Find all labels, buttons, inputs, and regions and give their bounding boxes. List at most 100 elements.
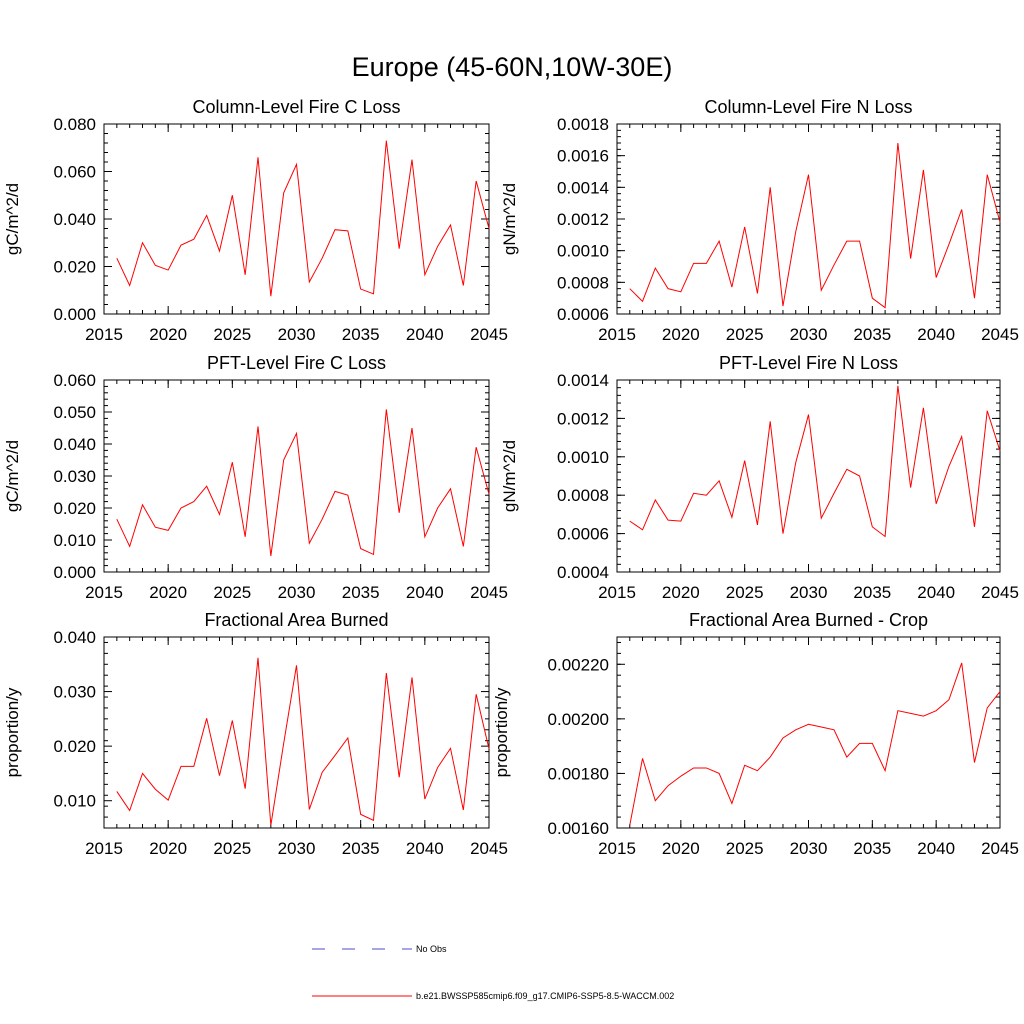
x-tick-label: 2030 <box>790 583 828 602</box>
y-tick-label: 0.0004 <box>557 563 609 582</box>
y-tick-label: 0.0006 <box>557 525 609 544</box>
plot-frame <box>616 636 1001 829</box>
legend: No Obs b.e21.BWSSP585cmip6.f09_g17.CMIP6… <box>312 944 674 1001</box>
plot-frame <box>103 123 490 315</box>
y-tick-label: 0.0012 <box>557 210 609 229</box>
plot-frame <box>616 379 1001 573</box>
y-tick-label: 0.0008 <box>557 273 609 292</box>
series-line <box>116 409 490 557</box>
x-tick-label: 2035 <box>342 583 380 602</box>
x-tick-label: 2040 <box>406 583 444 602</box>
y-tick-label: 0.0010 <box>557 242 609 261</box>
x-tick-label: 2025 <box>726 325 764 344</box>
x-tick-label: 2040 <box>917 839 955 858</box>
x-tick-label: 2045 <box>981 839 1019 858</box>
y-axis-label: proportion/y <box>3 687 22 777</box>
series-line <box>629 142 1001 309</box>
x-tick-label: 2030 <box>790 839 828 858</box>
y-tick-label: 0.00180 <box>548 764 609 783</box>
y-axis-label: gN/m^2/d <box>500 440 519 512</box>
x-tick-label: 2030 <box>278 325 316 344</box>
x-tick-label: 2015 <box>598 583 636 602</box>
x-tick-label: 2015 <box>85 583 123 602</box>
x-tick-label: 2025 <box>213 839 251 858</box>
x-tick-label: 2045 <box>981 325 1019 344</box>
x-tick-label: 2045 <box>470 325 508 344</box>
panel-title: Fractional Area Burned <box>204 610 388 630</box>
series-line <box>116 657 490 826</box>
series-line <box>116 140 490 297</box>
y-tick-label: 0.000 <box>53 563 96 582</box>
x-tick-label: 2015 <box>598 325 636 344</box>
y-tick-label: 0.0006 <box>557 305 609 324</box>
panel-3: PFT-Level Fire C Loss 0.000 0.010 0.020 0.03… <box>3 353 508 602</box>
x-tick-label: 2025 <box>213 583 251 602</box>
x-tick-label: 2045 <box>470 583 508 602</box>
y-tick-label: 0.080 <box>53 115 96 134</box>
series-line <box>629 662 1001 826</box>
y-tick-label: 0.020 <box>53 737 96 756</box>
y-tick-label: 0.0012 <box>557 409 609 428</box>
panels: Column-Level Fire C Loss 0.000 0.020 0.040 0… <box>3 97 1019 858</box>
y-tick-label: 0.0014 <box>557 371 609 390</box>
x-tick-label: 2020 <box>149 325 187 344</box>
x-tick-label: 2045 <box>470 839 508 858</box>
x-tick-label: 2020 <box>662 325 700 344</box>
figure-title: Europe (45-60N,10W-30E) <box>352 52 673 82</box>
panel-4: PFT-Level Fire N Loss 0.0004 0.0006 0.0008 0… <box>500 353 1019 602</box>
x-tick-label: 2040 <box>406 325 444 344</box>
y-tick-label: 0.040 <box>53 628 96 647</box>
series-line <box>629 385 1001 538</box>
y-tick-label: 0.0008 <box>557 486 609 505</box>
x-tick-label: 2025 <box>213 325 251 344</box>
y-tick-label: 0.030 <box>53 683 96 702</box>
y-tick-label: 0.000 <box>53 305 96 324</box>
x-tick-label: 2035 <box>853 583 891 602</box>
panel-1: Column-Level Fire C Loss 0.000 0.020 0.040 0… <box>3 97 508 344</box>
panel-5: Fractional Area Burned 0.010 0.020 0.030 0.0… <box>3 610 508 858</box>
x-tick-label: 2020 <box>662 583 700 602</box>
panel-title: PFT-Level Fire C Loss <box>207 353 386 373</box>
panel-6: Fractional Area Burned - Crop 0.00160 0.00… <box>492 610 1019 858</box>
y-axis-label: proportion/y <box>492 687 511 777</box>
y-tick-label: 0.0016 <box>557 147 609 166</box>
x-tick-label: 2020 <box>662 839 700 858</box>
panel-2: Column-Level Fire N Loss 0.0006 0.0008 0.00… <box>500 97 1019 344</box>
y-axis-label: gN/m^2/d <box>500 183 519 255</box>
y-tick-label: 0.00220 <box>548 655 609 674</box>
x-tick-label: 2040 <box>917 583 955 602</box>
x-tick-label: 2015 <box>85 325 123 344</box>
legend-obs-label: No Obs <box>416 944 447 954</box>
plot-frame <box>103 379 490 573</box>
y-tick-label: 0.0018 <box>557 115 609 134</box>
y-tick-label: 0.020 <box>53 258 96 277</box>
y-axis-label: gC/m^2/d <box>3 440 22 512</box>
x-tick-label: 2030 <box>790 325 828 344</box>
legend-model-label: b.e21.BWSSP585cmip6.f09_g17.CMIP6-SSP5-8… <box>416 991 674 1001</box>
y-axis-label: gC/m^2/d <box>3 183 22 255</box>
y-tick-label: 0.00160 <box>548 819 609 838</box>
x-tick-label: 2040 <box>917 325 955 344</box>
panel-title: PFT-Level Fire N Loss <box>719 353 898 373</box>
y-tick-label: 0.0014 <box>557 178 609 197</box>
y-tick-label: 0.060 <box>53 371 96 390</box>
y-tick-label: 0.010 <box>53 792 96 811</box>
x-tick-label: 2035 <box>853 839 891 858</box>
x-tick-label: 2045 <box>981 583 1019 602</box>
x-tick-label: 2015 <box>85 839 123 858</box>
panel-title: Column-Level Fire N Loss <box>704 97 912 117</box>
panel-title: Column-Level Fire C Loss <box>192 97 400 117</box>
x-tick-label: 2040 <box>406 839 444 858</box>
y-tick-label: 0.030 <box>53 467 96 486</box>
x-tick-label: 2030 <box>278 839 316 858</box>
y-tick-label: 0.0010 <box>557 448 609 467</box>
y-tick-label: 0.060 <box>53 163 96 182</box>
y-tick-label: 0.020 <box>53 499 96 518</box>
x-tick-label: 2035 <box>853 325 891 344</box>
y-tick-label: 0.010 <box>53 531 96 550</box>
y-tick-label: 0.050 <box>53 403 96 422</box>
x-tick-label: 2030 <box>278 583 316 602</box>
x-tick-label: 2015 <box>598 839 636 858</box>
x-tick-label: 2035 <box>342 325 380 344</box>
